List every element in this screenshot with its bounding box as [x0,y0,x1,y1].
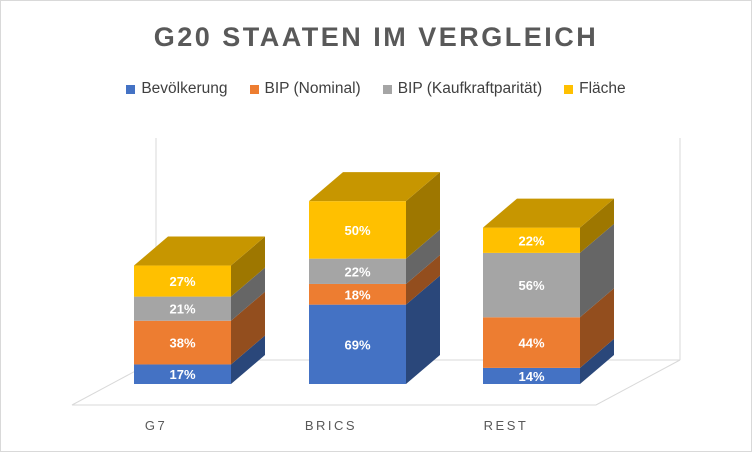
bar-side-g7-bip-kaufkraftparitaet [231,267,265,321]
bar-side-brics-bevoelkerung [406,275,440,384]
bar-g7-bip-nominal [134,320,231,365]
bar-top-brics [309,172,440,202]
bar-top-g7 [134,236,265,266]
data-label-rest-bip-kaufkraftparitaet: 56% [518,278,544,293]
data-label-g7-bip-nominal: 38% [169,336,195,351]
bar-g7-flaeche [134,265,231,297]
legend-label: Bevölkerung [141,80,228,97]
data-label-g7-bip-kaufkraftparitaet: 21% [169,302,195,317]
legend-item-flaeche: Fläche [564,80,626,98]
data-label-g7-bevoelkerung: 17% [169,367,195,382]
bar-side-g7-flaeche [231,236,265,297]
bar-brics-bevoelkerung [309,304,406,384]
data-label-brics-bip-kaufkraftparitaet: 22% [344,264,370,279]
data-label-g7-flaeche: 27% [169,274,195,289]
bar-top-rest [483,198,614,228]
bar-g7-bip-kaufkraftparitaet [134,296,231,321]
legend-item-bip-nominal: BIP (Nominal) [249,80,361,98]
bar-rest-bip-kaufkraftparitaet [483,252,580,318]
bar-side-brics-flaeche [406,172,440,259]
chart-title: G20 STAATEN IM VERGLEICH [153,22,599,52]
bar-rest-bip-nominal [483,317,580,368]
bar-g7-bevoelkerung [134,364,231,384]
bar-side-rest-bip-kaufkraftparitaet [580,223,614,318]
bar-rest-flaeche [483,227,580,253]
data-label-brics-bip-nominal: 18% [344,287,370,302]
legend-label: BIP (Nominal) [264,80,361,97]
bar-side-rest-bevoelkerung [580,338,614,384]
data-label-brics-flaeche: 50% [344,223,370,238]
bar-side-g7-bevoelkerung [231,335,265,384]
legend-swatch [249,84,259,94]
legend-item-bip-kaufkraftparitaet: BIP (Kaufkraftparität) [382,80,543,98]
category-label-g7: G7 [145,418,167,433]
legend-swatch [126,84,136,94]
bar-side-rest-flaeche [580,198,614,253]
legend-item-bevoelkerung: Bevölkerung [126,80,228,98]
data-label-brics-bevoelkerung: 69% [344,337,370,352]
bar-side-brics-bip-nominal [406,254,440,305]
legend-label: BIP (Kaufkraftparität) [397,80,543,97]
legend: Bevölkerung BIP (Nominal) BIP (Kaufkraftpa… [0,80,752,98]
category-label-rest: REST [484,418,529,433]
bar-brics-flaeche [309,201,406,259]
bar-brics-bip-nominal [309,283,406,305]
bar-side-brics-bip-kaufkraftparitaet [406,229,440,284]
legend-label: Fläche [579,80,626,97]
legend-swatch [382,84,392,94]
data-label-rest-bevoelkerung: 14% [518,369,544,384]
legend-swatch [564,84,574,94]
data-label-rest-bip-nominal: 44% [518,336,544,351]
category-label-brics: BRICS [305,418,357,433]
bar-brics-bip-kaufkraftparitaet [309,258,406,284]
bar-side-g7-bip-nominal [231,291,265,365]
data-label-rest-flaeche: 22% [518,233,544,248]
bar-side-rest-bip-nominal [580,288,614,368]
bar-rest-bevoelkerung [483,367,580,384]
